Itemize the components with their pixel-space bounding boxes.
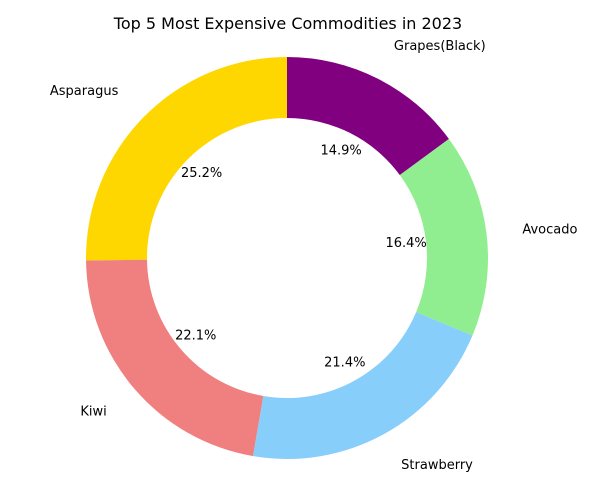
percent-label-strawberry: 21.4% [324, 356, 365, 371]
category-label-kiwi: Kiwi [80, 404, 106, 419]
chart-title: Top 5 Most Expensive Commodities in 2023 [113, 14, 462, 33]
slice-asparagus [86, 57, 287, 261]
percent-label-kiwi: 22.1% [175, 328, 216, 343]
slice-kiwi [86, 259, 264, 457]
percent-label-avocado: 16.4% [385, 236, 426, 251]
slice-grapes-black [287, 57, 449, 176]
slices-group [86, 57, 488, 459]
category-label-asparagus: Asparagus [50, 84, 119, 99]
slice-strawberry [253, 311, 473, 459]
percent-label-asparagus: 25.2% [181, 166, 222, 181]
slice-avocado [399, 138, 488, 336]
percent-labels-group: 25.2% 22.1% 21.4% 16.4% 14.9% [175, 143, 427, 370]
category-label-strawberry: Strawberry [401, 458, 473, 473]
category-label-grapes-black: Grapes(Black) [394, 39, 486, 54]
category-label-avocado: Avocado [522, 222, 577, 237]
percent-label-grapes-black: 14.9% [320, 143, 361, 158]
category-labels-group: Asparagus Kiwi Strawberry Avocado Grapes(Bla… [50, 39, 578, 473]
